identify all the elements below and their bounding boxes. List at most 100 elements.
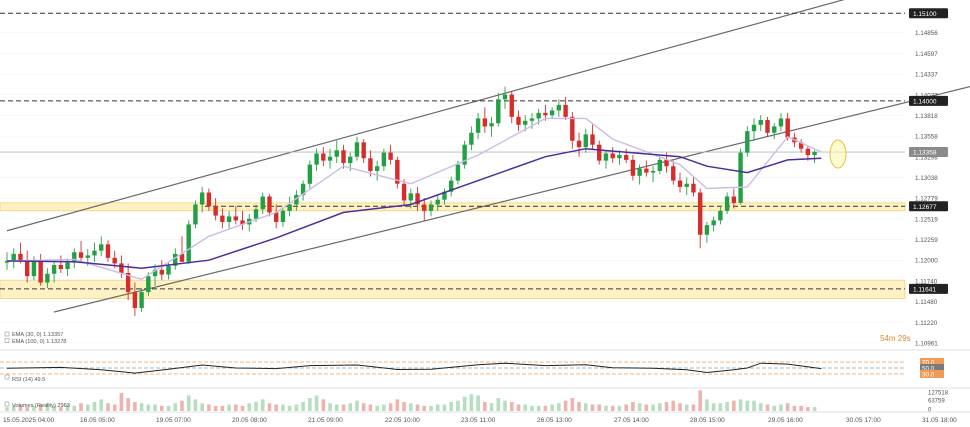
- volume-bar: [779, 404, 783, 411]
- candle-body: [72, 252, 77, 263]
- level-badge-1.14000[interactable]: 1.14000: [909, 95, 948, 106]
- volume-bar: [52, 405, 56, 411]
- candle-body: [139, 292, 144, 309]
- volume-bar: [489, 403, 494, 411]
- volume-bar: [85, 404, 90, 411]
- volume-bar: [597, 404, 602, 411]
- candle-body: [704, 225, 710, 235]
- candle-body: [240, 220, 245, 225]
- candle: [724, 192, 730, 215]
- current-price-badge[interactable]: 1.13358: [909, 147, 948, 158]
- level-badge-bg[interactable]: [909, 8, 948, 19]
- volume-bar: [557, 403, 561, 411]
- candle: [381, 148, 387, 172]
- candle: [226, 210, 232, 229]
- price-levels[interactable]: [0, 12, 905, 290]
- candle-body: [691, 183, 696, 193]
- volume-bar: [186, 395, 191, 411]
- ema100-legend-text: EMA (100, 0) 1.13278: [12, 339, 66, 345]
- volume-bar: [260, 399, 265, 411]
- candle-body: [125, 272, 131, 293]
- level-badge-bg[interactable]: [909, 201, 948, 212]
- level-badge-bg[interactable]: [909, 283, 948, 294]
- current-price-marker[interactable]: [829, 139, 847, 169]
- candle-body: [146, 276, 151, 293]
- ema30-legend-box[interactable]: [4, 331, 10, 337]
- candle-body: [85, 255, 90, 258]
- candle-body: [650, 171, 656, 173]
- candle-body: [58, 265, 64, 269]
- volume-bar: [375, 405, 379, 411]
- volume-legend-box[interactable]: [4, 401, 10, 407]
- volume-bar: [254, 401, 258, 411]
- ema-legend[interactable]: EMA (30, 0) 1.13357 EMA (100, 0) 1.13278: [4, 331, 66, 345]
- level-badge-1.15100[interactable]: 1.15100: [909, 8, 948, 19]
- current-price-badge-bg[interactable]: [909, 147, 948, 158]
- current-price-label: 1.13358: [913, 150, 937, 157]
- candle: [233, 206, 239, 225]
- volume-bar: [274, 404, 278, 411]
- level-badge-bg[interactable]: [909, 95, 948, 106]
- volume-bar: [691, 404, 696, 411]
- volume-bar: [812, 407, 817, 411]
- rsi-panel: [0, 349, 970, 389]
- candle: [644, 160, 649, 177]
- level-badges[interactable]: 1.15100 1.14000 1.12677 1.11641 1.13358: [909, 8, 948, 294]
- trend-channel[interactable]: [6, 0, 970, 313]
- candle: [549, 107, 555, 119]
- ema100-legend-box[interactable]: [4, 338, 10, 343]
- volume-bar: [509, 401, 514, 411]
- candle: [72, 248, 77, 269]
- time-axis[interactable]: 15.05.2025 04:00 16.05 05:00 19.05 07:00 20…: [0, 411, 970, 424]
- candle: [428, 200, 434, 217]
- volume-bar: [664, 401, 669, 411]
- candle-body: [536, 112, 541, 119]
- candle: [630, 155, 636, 181]
- candle-body: [11, 253, 16, 262]
- volume-bar: [281, 404, 285, 411]
- volume-legend[interactable]: Volumes (Reality) 2963: [4, 401, 70, 409]
- volume-bar: [159, 405, 164, 411]
- channel-upper-line[interactable]: [6, 0, 916, 232]
- volume-bar: [644, 404, 649, 411]
- rsi-legend[interactable]: RSI (14) 49.5: [4, 374, 45, 383]
- volume-bar: [577, 401, 581, 411]
- level-badge-1.11641[interactable]: 1.11641: [909, 283, 948, 294]
- volume-bar: [59, 407, 63, 411]
- time-tick-label: 22.05 10:00: [385, 417, 420, 424]
- candle-body: [785, 118, 790, 138]
- candle: [691, 176, 696, 197]
- candle-body: [496, 99, 501, 124]
- candle-countdown: 54m 29s: [880, 334, 911, 343]
- volume-bar: [617, 405, 622, 411]
- candle: [623, 148, 629, 164]
- candle-body: [731, 196, 737, 203]
- volume-bar: [166, 405, 171, 411]
- volume-bar: [765, 404, 770, 411]
- time-tick-label: 15.05.2025 04:00: [3, 417, 55, 424]
- volume-bar: [112, 404, 117, 411]
- candle: [772, 123, 777, 140]
- candle-body: [549, 110, 555, 116]
- candle-body: [758, 120, 763, 125]
- candle: [179, 236, 185, 262]
- candle-body: [327, 156, 333, 161]
- time-tick-label: 27.05 14:00: [614, 417, 649, 424]
- channel-lower-line[interactable]: [53, 17, 970, 313]
- candle: [617, 150, 622, 165]
- volume-bar: [5, 407, 9, 411]
- level-badge-1.12677[interactable]: 1.12677: [909, 201, 948, 212]
- volume-bar: [476, 395, 480, 411]
- candle-body: [132, 292, 138, 309]
- candle-body: [603, 153, 609, 161]
- candle: [778, 112, 784, 132]
- price-axis[interactable]: 1.151161.148561.145971.143371.140771.138…: [915, 10, 938, 348]
- candle: [395, 156, 400, 189]
- candle-body: [173, 253, 178, 266]
- candle: [240, 210, 245, 230]
- volume-bar: [220, 405, 225, 411]
- candle-body: [253, 209, 259, 219]
- candle-body: [395, 159, 400, 184]
- rsi-legend-box[interactable]: [4, 374, 10, 380]
